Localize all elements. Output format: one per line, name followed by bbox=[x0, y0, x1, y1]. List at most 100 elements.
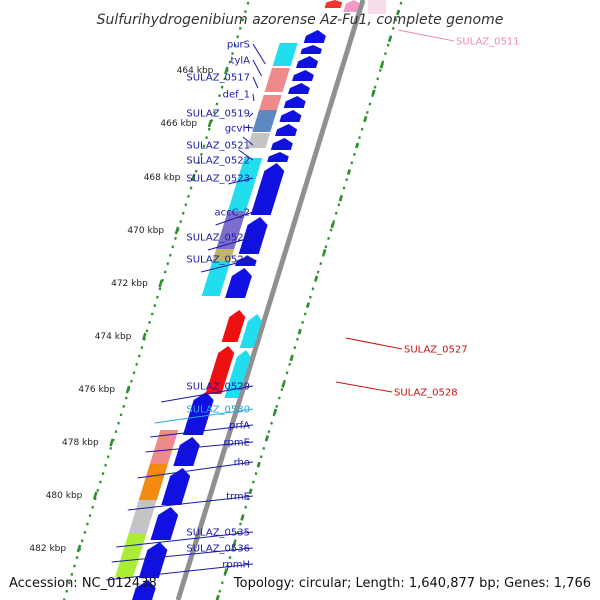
accession-label: Accession: NC_012438 bbox=[9, 576, 157, 591]
tick-row-inner bbox=[130, 379, 133, 383]
gene-label: tylA bbox=[231, 56, 251, 67]
tick-row-inner bbox=[88, 514, 92, 518]
kbp-label: 470 kbp bbox=[127, 226, 164, 236]
tick-row-inner bbox=[80, 539, 84, 543]
cog-block bbox=[252, 110, 278, 132]
outer-major-tick bbox=[289, 355, 294, 362]
tick-row-inner bbox=[96, 488, 100, 492]
tick-row-inner bbox=[106, 455, 110, 459]
gene-leader-line bbox=[200, 258, 254, 273]
gene-label: SULAZ_0535 bbox=[186, 528, 250, 539]
outer-major-tick bbox=[379, 62, 384, 69]
cog-block bbox=[259, 95, 282, 110]
gene-label: SULAZ_0536 bbox=[186, 544, 250, 555]
tick-row-inner bbox=[117, 421, 120, 425]
cog-block bbox=[201, 261, 231, 296]
tick-row-inner bbox=[181, 211, 185, 215]
tick-row-outer bbox=[391, 26, 395, 30]
outer-major-tick bbox=[232, 541, 237, 548]
cds-arrow bbox=[288, 83, 310, 94]
outer-major-tick bbox=[273, 408, 278, 415]
outer-major-tick bbox=[330, 222, 335, 229]
cog-block bbox=[272, 43, 298, 66]
kbp-label: 466 kbp bbox=[160, 119, 197, 129]
tick-row-inner bbox=[233, 43, 237, 47]
tick-row-inner bbox=[124, 396, 128, 400]
gene-label: SULAZ_0523 bbox=[186, 174, 250, 185]
tick-row-outer bbox=[254, 472, 258, 476]
gene-leader-line bbox=[252, 43, 266, 65]
tick-row-inner bbox=[228, 60, 232, 64]
tick-row-inner bbox=[83, 530, 87, 534]
kbp-label: 464 kbp bbox=[177, 66, 214, 76]
outer-major-tick bbox=[297, 328, 302, 335]
gene-label: SULAZ_0511 bbox=[456, 37, 520, 48]
cog-block bbox=[128, 500, 157, 534]
kbp-major-tick bbox=[158, 279, 164, 288]
tick-row-inner bbox=[223, 77, 227, 81]
kbp-major-tick bbox=[109, 438, 114, 447]
genome-backbone bbox=[175, 0, 366, 600]
tick-row-outer bbox=[303, 312, 307, 316]
cds-arrow bbox=[283, 96, 306, 108]
tick-row-outer bbox=[311, 287, 315, 291]
tick-row-outer bbox=[223, 572, 227, 576]
forward-feature bbox=[239, 314, 262, 348]
tick-row-outer bbox=[394, 18, 398, 22]
tick-row-outer bbox=[381, 60, 385, 64]
tick-row-outer bbox=[239, 522, 242, 526]
tick-row-outer bbox=[275, 404, 279, 408]
tick-row-outer bbox=[368, 102, 372, 106]
outer-major-tick bbox=[371, 89, 376, 96]
gene-label: SULAZ_0525 bbox=[186, 233, 250, 244]
forward-feature bbox=[205, 346, 235, 394]
tick-row-outer bbox=[345, 178, 349, 182]
tick-row-inner bbox=[98, 480, 102, 484]
kbp-major-tick bbox=[76, 544, 82, 553]
gene-label: SULAZ_0517 bbox=[186, 73, 250, 84]
tick-row-outer bbox=[308, 295, 312, 299]
tick-row-outer bbox=[259, 455, 263, 459]
kbp-label: 476 kbp bbox=[78, 385, 115, 395]
tick-row-inner bbox=[67, 581, 71, 585]
cds-arrow bbox=[279, 110, 302, 122]
tick-row-inner bbox=[137, 354, 141, 358]
gene-leader-line bbox=[252, 76, 259, 89]
gene-label: gcvH bbox=[225, 124, 250, 135]
cog-block bbox=[216, 211, 246, 249]
tick-row-outer bbox=[384, 52, 387, 56]
forward-feature bbox=[324, 0, 343, 8]
tick-row-outer bbox=[332, 220, 336, 224]
cds-arrow bbox=[150, 507, 179, 540]
cog-block bbox=[138, 464, 168, 500]
gene-leader-line bbox=[345, 337, 403, 350]
gene-label: trmE bbox=[226, 492, 250, 503]
tick-row-inner bbox=[246, 1, 250, 5]
gene-label: prfA bbox=[229, 421, 250, 432]
tick-row-outer bbox=[296, 337, 299, 341]
tick-row-inner bbox=[207, 127, 211, 131]
outer-major-tick bbox=[322, 248, 327, 255]
kbp-major-tick bbox=[142, 332, 147, 341]
gene-label: SULAZ_0530 bbox=[186, 405, 250, 416]
gene-leader-line bbox=[145, 441, 254, 453]
tick-row-outer bbox=[327, 236, 330, 240]
gene-leader-line bbox=[228, 177, 254, 185]
tick-row-inner bbox=[153, 304, 157, 308]
cds-arrow bbox=[161, 468, 191, 505]
outer-major-tick bbox=[248, 488, 253, 495]
tick-row-outer bbox=[321, 253, 325, 257]
kbp-major-tick bbox=[207, 119, 213, 128]
gene-label: rpmH bbox=[222, 560, 250, 571]
tick-row-outer bbox=[358, 136, 361, 140]
forward-feature bbox=[221, 310, 246, 342]
tick-row-inner bbox=[212, 110, 216, 114]
gene-label: rpmE bbox=[223, 438, 250, 449]
kbp-major-tick bbox=[125, 385, 131, 394]
tick-row-outer bbox=[293, 346, 297, 350]
kbp-label: 482 kbp bbox=[29, 544, 66, 554]
tick-row-outer bbox=[342, 186, 346, 190]
cog-block bbox=[247, 133, 270, 148]
outer-major-tick bbox=[355, 142, 360, 149]
tick-row-inner bbox=[145, 329, 149, 333]
